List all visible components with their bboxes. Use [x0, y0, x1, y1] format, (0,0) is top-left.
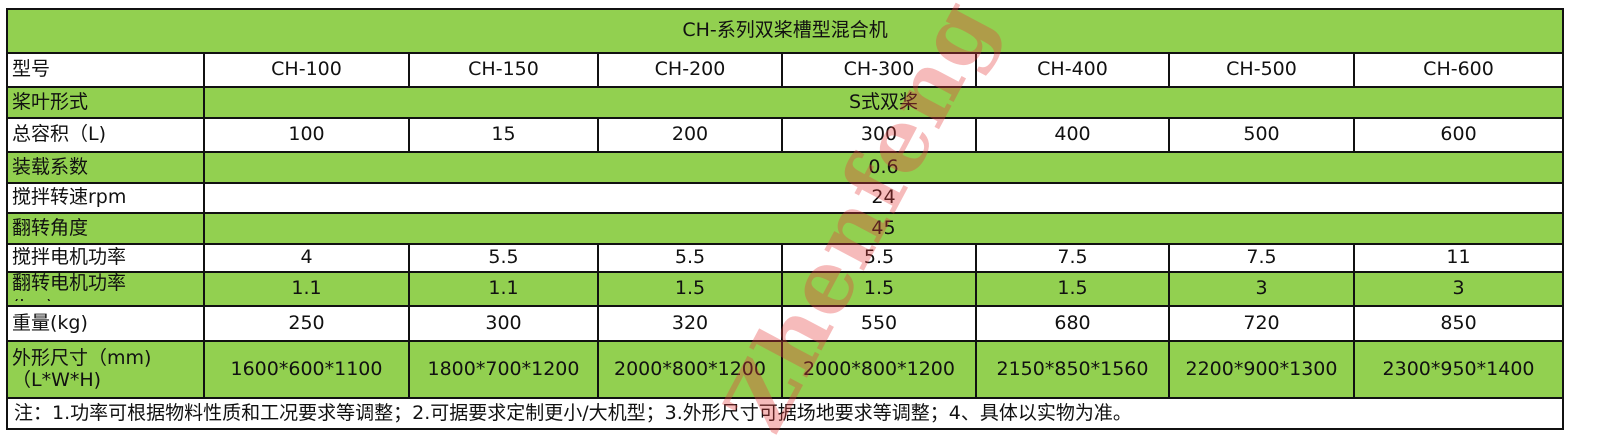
cell: 1600*600*1100: [203, 340, 410, 399]
cell: 5.5: [597, 243, 783, 273]
cell: 1.5: [781, 271, 977, 307]
cell: 320: [597, 305, 783, 342]
cell: 720: [1168, 305, 1355, 342]
cell: 300: [781, 117, 977, 153]
row-label: 桨叶形式: [6, 86, 205, 119]
cell: 1.1: [408, 271, 599, 307]
row-label: 翻转电机功率(kw): [12, 272, 127, 301]
table-title: CH-系列双桨槽型混合机: [5, 8, 1565, 54]
row-label: 外形尺寸（mm): [12, 346, 152, 369]
cell: 3: [1352, 271, 1565, 307]
cell: 7.5: [975, 243, 1170, 273]
cell: 1800*700*1200: [408, 340, 599, 399]
model-cell: CH-600: [1352, 52, 1565, 88]
row-label-cell: 翻转电机功率(kw): [6, 271, 205, 307]
model-cell: CH-500: [1168, 52, 1355, 88]
angle-value: 45: [202, 212, 1565, 245]
row-model: 型号 CH-100 CH-150 CH-200 CH-300 CH-400 CH…: [6, 52, 1565, 88]
row-volume: 总容积（L) 100 15 200 300 400 500 600: [6, 117, 1565, 153]
row-label: 总容积（L): [6, 117, 205, 153]
row-label: 装载系数: [6, 151, 205, 184]
cell: 680: [975, 305, 1170, 342]
model-cell: CH-300: [781, 52, 977, 88]
model-cell: CH-100: [203, 52, 410, 88]
row-label-sub: （L*W*H): [12, 368, 102, 391]
cell: 250: [203, 305, 410, 342]
row-load: 装载系数 0.6: [6, 151, 1565, 184]
spec-table: CH-系列双桨槽型混合机 型号 CH-100 CH-150 CH-200 CH-…: [5, 8, 1565, 430]
row-speed: 搅拌转速rpm 24: [6, 182, 1565, 214]
cell: 500: [1168, 117, 1355, 153]
cell: 5.5: [408, 243, 599, 273]
cell: 2000*800*1200: [597, 340, 783, 399]
speed-value: 24: [202, 182, 1565, 214]
cell: 3: [1168, 271, 1355, 307]
row-label: 搅拌电机功率: [6, 243, 205, 273]
model-cell: CH-400: [975, 52, 1170, 88]
cell: 15: [408, 117, 599, 153]
cell: 1.5: [975, 271, 1170, 307]
row-size: 外形尺寸（mm) （L*W*H) 1600*600*1100 1800*700*1…: [6, 340, 1565, 399]
note-text: 注：1.功率可根据物料性质和工况要求等调整；2.可据要求定制更小/大机型；3.外…: [5, 397, 1565, 430]
row-label: 翻转角度: [6, 212, 205, 245]
cell: 400: [975, 117, 1170, 153]
cell: 550: [781, 305, 977, 342]
row-blade: 桨叶形式 S式双桨: [6, 86, 1565, 119]
cell: 300: [408, 305, 599, 342]
row-label-cell: 外形尺寸（mm) （L*W*H): [6, 340, 205, 399]
cell: 2000*800*1200: [781, 340, 977, 399]
cell: 4: [203, 243, 410, 273]
row-label: 搅拌转速rpm: [6, 182, 205, 214]
blade-value: S式双桨: [202, 86, 1565, 119]
row-note: 注：1.功率可根据物料性质和工况要求等调整；2.可据要求定制更小/大机型；3.外…: [5, 397, 1565, 430]
cell: 2150*850*1560: [975, 340, 1170, 399]
cell: 600: [1352, 117, 1565, 153]
row-mix-power: 搅拌电机功率 4 5.5 5.5 5.5 7.5 7.5 11: [6, 243, 1565, 273]
cell: 100: [203, 117, 410, 153]
cell: 2300*950*1400: [1352, 340, 1565, 399]
cell: 200: [597, 117, 783, 153]
cell: 1.5: [597, 271, 783, 307]
cell: 11: [1352, 243, 1565, 273]
cell: 850: [1352, 305, 1565, 342]
row-label: 重量(kg): [6, 305, 205, 342]
row-weight: 重量(kg) 250 300 320 550 680 720 850: [6, 305, 1565, 342]
cell: 2200*900*1300: [1168, 340, 1355, 399]
cell: 5.5: [781, 243, 977, 273]
cell: 1.1: [203, 271, 410, 307]
load-value: 0.6: [202, 151, 1565, 184]
row-label: 型号: [6, 52, 205, 88]
row-tilt-power: 翻转电机功率(kw) 1.1 1.1 1.5 1.5 1.5 3 3: [6, 271, 1565, 307]
cell: 7.5: [1168, 243, 1355, 273]
row-angle: 翻转角度 45: [6, 212, 1565, 245]
model-cell: CH-150: [408, 52, 599, 88]
model-cell: CH-200: [597, 52, 783, 88]
